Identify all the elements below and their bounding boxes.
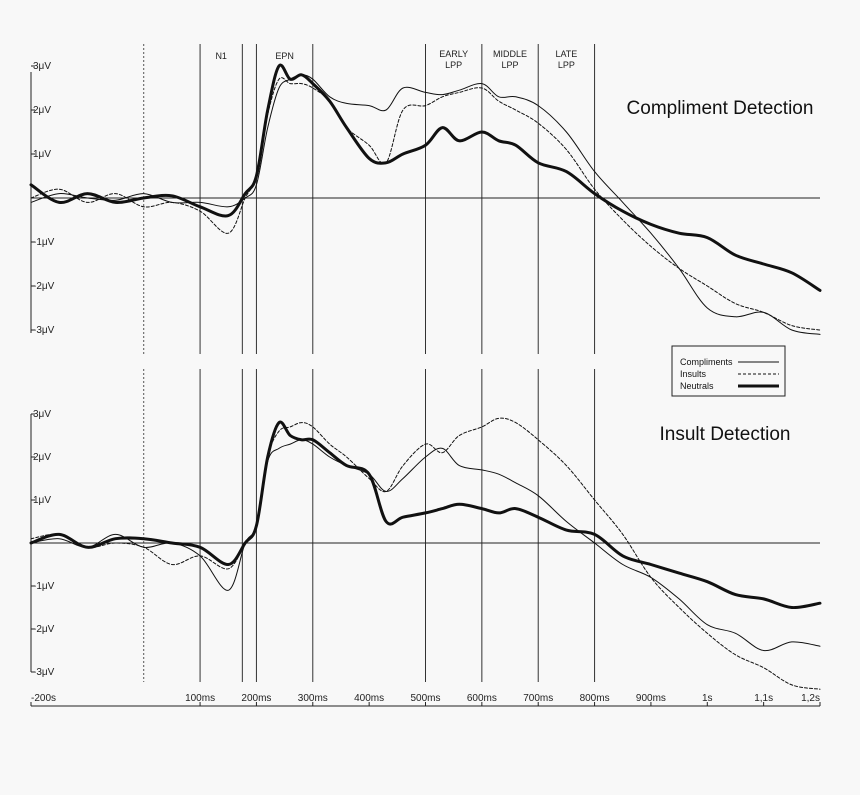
y-tick-label: 3μV [33, 409, 51, 420]
x-tick-label: 600ms [467, 693, 497, 704]
component-label-text: N1 [215, 51, 227, 61]
panel-title: Compliment Detection [627, 98, 814, 119]
x-tick-label: -200s [31, 693, 56, 704]
component-label-text: LATE [555, 49, 577, 59]
y-tick-label: 3μV [33, 61, 51, 72]
series-line-neutrals [29, 63, 822, 292]
y-tick-label: -1μV [33, 237, 55, 248]
legend-box [671, 345, 786, 397]
x-tick-label: 200ms [241, 693, 271, 704]
x-tick-label: 1,2s [801, 693, 820, 704]
component-label-text: EARLY [439, 49, 468, 59]
legend-label-compliments: Compliments [680, 357, 733, 367]
x-tick-label: 1,1s [754, 693, 773, 704]
x-tick-label: 300ms [298, 693, 328, 704]
x-tick-label: 400ms [354, 693, 384, 704]
y-tick-label: -2μV [33, 281, 55, 292]
y-tick-label: 2μV [33, 452, 51, 463]
component-label-n1: N1 [215, 51, 227, 61]
insult-detection-panel: 3μV 2μV 1μV -1μV -2μV -3μV Insult Detection [29, 369, 822, 690]
x-tick-label: 100ms [185, 693, 215, 704]
y-tick-label: -2μV [33, 624, 55, 635]
panel-title: Insult Detection [660, 424, 791, 445]
legend-label-insults: Insults [680, 369, 707, 379]
x-tick-label: 800ms [580, 693, 610, 704]
y-tick-label: -3μV [33, 325, 55, 336]
x-tick-label: 500ms [410, 693, 440, 704]
x-tick-label: 1s [702, 693, 713, 704]
series-line-neutrals [29, 420, 822, 610]
series-line-insults [30, 417, 821, 690]
y-tick-label: -3μV [33, 667, 55, 678]
component-label-text: MIDDLE [493, 49, 527, 59]
y-tick-label: 1μV [33, 149, 51, 160]
legend-label-neutrals: Neutrals [680, 381, 714, 391]
component-label-text: LPP [558, 60, 575, 70]
component-label-text: EPN [275, 51, 294, 61]
x-tick-label: 700ms [523, 693, 553, 704]
x-axis: -200s 100ms 200ms 300ms 400ms 500ms 600ms 700ms… [30, 693, 821, 707]
x-tick-label: 900ms [636, 693, 666, 704]
y-tick-label: 1μV [33, 495, 51, 506]
legend: Compliments Insults Neutrals [671, 345, 786, 397]
compliment-detection-panel: 3μV 2μV 1μV -1μV -2μV -3μV Compliment Detectio… [29, 44, 822, 354]
y-tick-label: -1μV [33, 581, 55, 592]
y-tick-label: 2μV [33, 105, 51, 116]
component-label-text: LPP [445, 60, 462, 70]
component-label-epn: EPN [275, 51, 294, 61]
series-line-compliments [30, 74, 821, 335]
component-label-text: LPP [502, 60, 519, 70]
